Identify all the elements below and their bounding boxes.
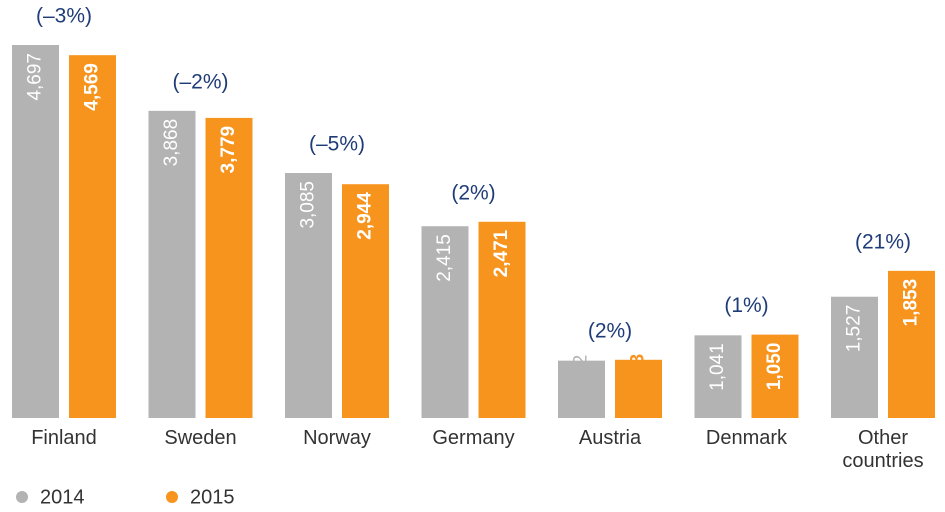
x-tick-label: Austria xyxy=(578,427,642,449)
legend-label: 2015 xyxy=(190,486,235,508)
bar xyxy=(478,221,526,418)
bar xyxy=(12,45,59,418)
bar xyxy=(831,296,878,418)
x-label-box: Norway xyxy=(303,427,371,449)
change-annotation: (–2%) xyxy=(172,70,228,93)
bar xyxy=(205,117,253,418)
value-label: 3,868 xyxy=(161,119,182,167)
bar xyxy=(694,335,742,418)
change-annotation: (2%) xyxy=(588,319,632,342)
bar xyxy=(342,184,389,418)
bar xyxy=(285,173,332,418)
change-annotation: (21%) xyxy=(855,230,911,253)
bar xyxy=(558,360,605,418)
x-label-box: Sweden xyxy=(164,427,237,449)
change-annotation: (–3%) xyxy=(36,5,92,28)
legend-marker xyxy=(166,491,178,503)
x-label-box: Denmark xyxy=(705,427,788,449)
bar xyxy=(615,359,662,418)
value-label: 4,697 xyxy=(25,53,46,101)
value-label: 2,415 xyxy=(434,234,455,282)
x-label-box: Germany xyxy=(432,427,515,449)
x-tick-label: Norway xyxy=(303,427,371,449)
value-label: 1,041 xyxy=(707,343,728,391)
value-label: 4,569 xyxy=(82,63,103,111)
x-tick-label: Denmark xyxy=(705,427,788,449)
x-tick-label: Finland xyxy=(31,427,97,449)
value-label: 722 xyxy=(571,355,592,387)
value-label: 2,944 xyxy=(355,192,376,240)
bar xyxy=(148,110,196,418)
value-label: 3,779 xyxy=(218,126,239,174)
bar xyxy=(888,270,935,418)
legend-label: 2014 xyxy=(40,486,85,508)
change-annotation: (2%) xyxy=(451,181,495,204)
legend-marker xyxy=(16,491,28,503)
x-label-box: Austria xyxy=(578,427,642,449)
bar xyxy=(69,55,116,418)
value-label: 1,527 xyxy=(844,305,865,353)
change-annotation: (1%) xyxy=(724,294,768,317)
bar xyxy=(421,226,469,418)
value-label: 733 xyxy=(628,354,649,386)
bar xyxy=(751,334,799,418)
change-annotation: (–5%) xyxy=(309,133,365,156)
x-label-box: Other countries xyxy=(842,427,924,472)
value-label: 3,085 xyxy=(298,181,319,229)
x-tick-label: Other countries xyxy=(842,427,924,472)
x-tick-label: Germany xyxy=(432,427,515,449)
value-label: 2,471 xyxy=(491,229,512,277)
x-tick-label: Sweden xyxy=(164,427,237,449)
x-label-box: Finland xyxy=(31,427,97,449)
value-label: 1,050 xyxy=(764,343,785,391)
value-label: 1,853 xyxy=(901,279,922,327)
